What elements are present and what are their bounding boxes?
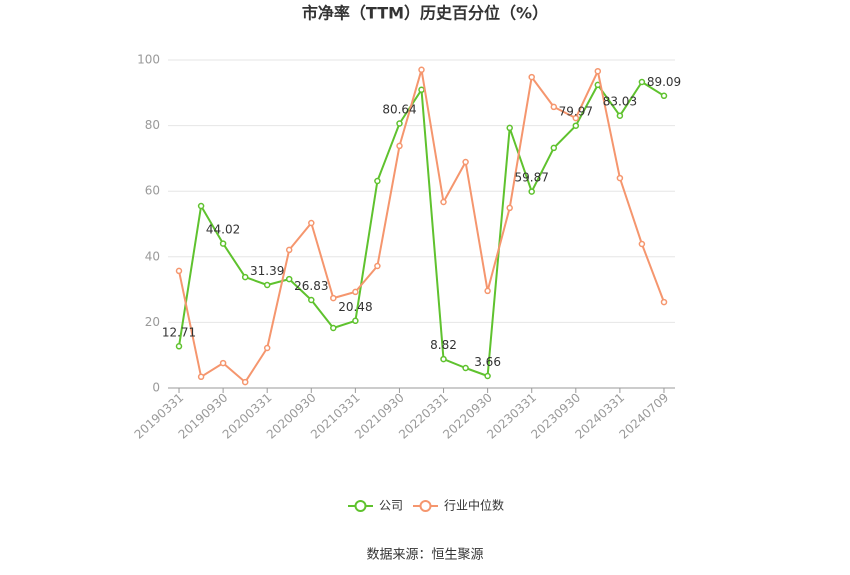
company-point <box>528 188 535 195</box>
industry-median-point <box>594 67 602 75</box>
legend-item-industry-median[interactable]: 行业中位数 <box>413 498 504 513</box>
company-point <box>550 144 558 152</box>
company-point <box>616 112 624 119</box>
industry-median-point <box>616 174 624 182</box>
chart-title: 市净率（TTM）历史百分位（%） <box>302 4 548 23</box>
company-point <box>396 120 403 127</box>
industry-median-point <box>484 287 491 295</box>
industry-median-point <box>308 219 315 227</box>
company-data-label: 8.82 <box>430 338 457 352</box>
company-point <box>352 317 359 325</box>
company-point <box>241 273 249 281</box>
legend-label-company: 公司 <box>379 499 403 513</box>
company-point <box>197 202 205 210</box>
company-data-label: 31.39 <box>250 264 284 278</box>
industry-median-point <box>352 288 359 296</box>
company-point <box>285 275 293 283</box>
industry-median-point <box>638 240 646 248</box>
company-point <box>660 92 668 100</box>
company-data-label: 59.87 <box>515 171 549 185</box>
industry-median-point <box>462 158 469 166</box>
x-axis: 2019033120190930202003312020093020210331… <box>132 387 675 442</box>
industry-median-point <box>418 66 425 74</box>
industry-median-point <box>660 298 668 306</box>
legend-label-industry-median: 行业中位数 <box>444 498 504 513</box>
company-data-label: 80.64 <box>382 103 416 117</box>
company-point <box>418 86 425 94</box>
industry-median-point <box>197 373 205 381</box>
industry-median-point <box>396 142 403 150</box>
industry-median-point <box>506 204 513 212</box>
industry-median-point <box>219 359 227 367</box>
industry-median-point <box>374 262 381 270</box>
company-data-label: 26.83 <box>294 279 328 293</box>
company-point <box>440 355 447 363</box>
y-tick-label: 100 <box>137 53 160 67</box>
company-point <box>506 124 513 132</box>
company-data-label: 89.09 <box>647 75 681 89</box>
industry-median-point <box>175 267 183 275</box>
industry-median-point <box>241 378 249 386</box>
company-data-label: 44.02 <box>206 223 240 237</box>
industry-median-point <box>330 294 337 302</box>
y-tick-label: 20 <box>145 315 160 329</box>
industry-median-point <box>440 198 447 206</box>
legend-circle-icon <box>419 500 432 512</box>
company-point <box>330 324 337 332</box>
data-source-note: 数据来源：恒生聚源 <box>366 548 483 563</box>
industry-median-point <box>550 103 558 111</box>
company-point <box>175 343 183 350</box>
data-label-layer: 12.71 44.02 31.39 26.83 20.48 80.64 8.82 3.66 59… <box>162 75 681 369</box>
company-point <box>638 78 646 86</box>
company-point <box>484 372 491 380</box>
company-point <box>374 177 381 185</box>
y-tick-label: 40 <box>145 249 160 263</box>
company-data-label: 20.48 <box>338 300 372 314</box>
company-point <box>263 281 271 289</box>
industry-median-point <box>263 344 271 352</box>
company-point <box>308 296 315 304</box>
company-point <box>462 364 469 372</box>
industry-median-point <box>572 114 580 122</box>
company-point <box>219 240 227 247</box>
y-tick-label: 60 <box>145 184 160 198</box>
company-data-label: 12.71 <box>162 325 196 339</box>
y-tick-label: 80 <box>145 118 160 132</box>
company-data-label: 79.97 <box>559 105 593 119</box>
company-data-label: 83.03 <box>603 95 637 109</box>
legend-circle-icon <box>354 500 367 512</box>
series-layer <box>175 66 668 386</box>
company-point <box>572 122 580 129</box>
industry-median-point <box>528 73 535 81</box>
legend-item-company[interactable]: 公司 <box>348 499 403 513</box>
y-tick-label: 0 <box>152 381 160 395</box>
company-data-label: 3.66 <box>474 355 501 369</box>
industry-median-point <box>285 246 293 254</box>
grid-layer: 0 20 40 60 80 100 <box>137 53 675 395</box>
